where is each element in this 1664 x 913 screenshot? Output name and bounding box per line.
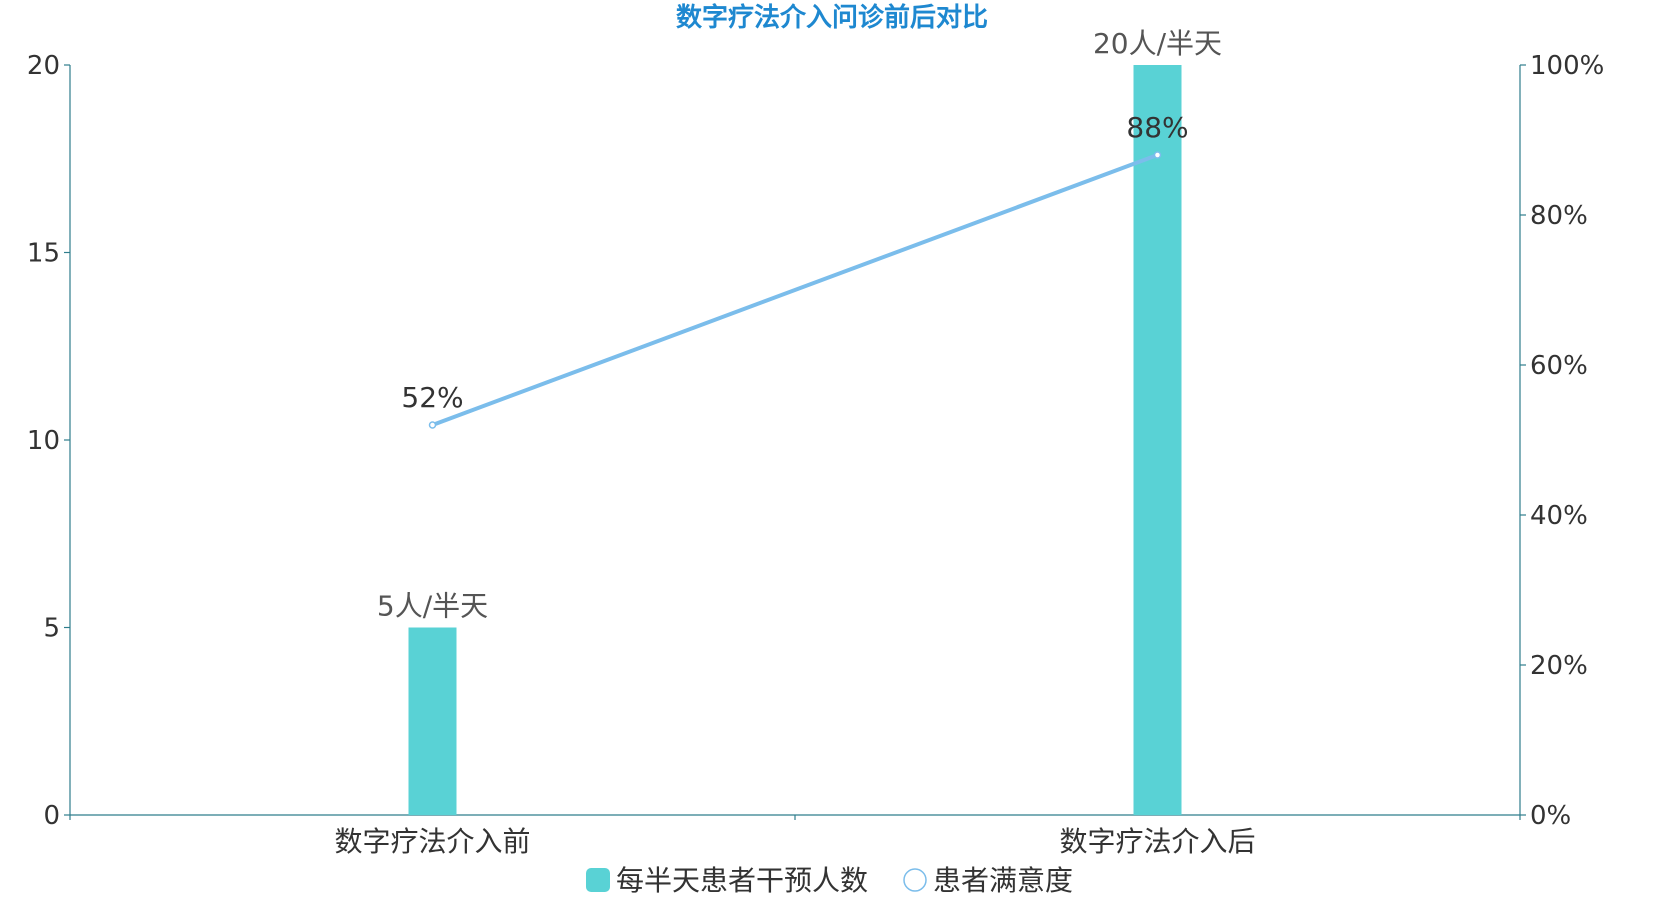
legend-line-swatch [903, 868, 927, 892]
line-point [428, 421, 437, 429]
legend-bar-label: 每半天患者干预人数 [616, 864, 868, 897]
x-category-label: 数字疗法介入后 [1059, 825, 1255, 858]
right-tick-label: 40% [1530, 501, 1588, 531]
right-tick-label: 0% [1530, 801, 1571, 831]
bar-series: 5人/半天 20人/半天 [377, 27, 1222, 815]
legend-bar-swatch [586, 868, 610, 892]
right-tick-label: 100% [1530, 51, 1604, 81]
right-tick-label: 60% [1530, 351, 1588, 381]
left-tick-label: 0 [43, 801, 60, 831]
left-tick-label: 20 [27, 51, 60, 81]
bar-data-label: 20人/半天 [1093, 27, 1222, 60]
left-tick-label: 15 [27, 239, 60, 269]
chart-title: 数字疗法介入问诊前后对比 [676, 2, 988, 33]
line-point [1153, 151, 1162, 159]
right-tick-label: 80% [1530, 201, 1588, 231]
line-data-label: 52% [401, 381, 463, 414]
left-tick-label: 5 [43, 614, 60, 644]
bar [1133, 65, 1182, 815]
x-axis: 数字疗法介入前 数字疗法介入后 [69, 814, 1521, 858]
right-tick-label: 20% [1530, 651, 1588, 681]
left-y-axis: 0 5 10 15 20 [27, 51, 71, 831]
line-path [431, 153, 1159, 427]
x-category-label: 数字疗法介入前 [334, 825, 530, 858]
right-y-axis: 0% 20% 40% 60% 80% 100% [1519, 51, 1604, 831]
left-tick-label: 10 [27, 426, 60, 456]
legend-line-label: 患者满意度 [933, 864, 1073, 897]
bar [408, 627, 457, 815]
line-data-label: 88% [1126, 111, 1188, 144]
bar-data-label: 5人/半天 [377, 590, 488, 623]
line-series: 52% 88% [401, 111, 1189, 429]
legend: 每半天患者干预人数 患者满意度 [586, 864, 1073, 897]
